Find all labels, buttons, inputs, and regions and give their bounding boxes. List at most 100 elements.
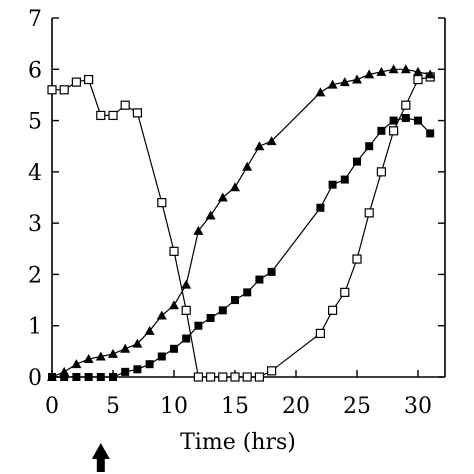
y-tick-label-2: 2 <box>28 263 42 288</box>
series-0-point-19 <box>328 305 338 315</box>
series-0-point-18 <box>315 328 325 339</box>
y-tick-label-0: 0 <box>28 366 42 391</box>
series-2-point-14 <box>218 306 227 315</box>
series-1-point-27 <box>413 66 423 76</box>
series-2-point-10 <box>170 344 178 353</box>
series-2-point-6 <box>121 367 130 376</box>
series-2-point-9 <box>157 352 166 361</box>
series-0-line <box>52 76 431 378</box>
series-1-point-26 <box>400 64 411 74</box>
series-2-point-16 <box>243 288 252 297</box>
series-1-point-24 <box>376 66 387 76</box>
series-1-point-6 <box>120 343 131 353</box>
series-1-point-25 <box>388 64 399 74</box>
series-0-point-9 <box>169 246 179 256</box>
series-2-point-4 <box>96 373 105 381</box>
series-1-point-22 <box>352 74 362 84</box>
series-2 <box>48 114 435 381</box>
series-0-point-25 <box>401 100 411 110</box>
series-1-point-9 <box>156 310 167 320</box>
series-2-point-17 <box>255 275 264 284</box>
series-2-point-13 <box>206 314 215 323</box>
annotation-layer <box>91 443 110 472</box>
series-2-point-27 <box>414 116 422 125</box>
series-2-point-11 <box>182 334 191 343</box>
series-1-point-15 <box>230 182 240 192</box>
series-0-point-0 <box>47 85 57 95</box>
x-tick-label-3: 15 <box>221 394 249 419</box>
y-tick-label-6: 6 <box>28 58 42 83</box>
series-1-point-8 <box>144 325 155 335</box>
series-1-point-13 <box>205 210 216 220</box>
series-2-point-19 <box>316 203 325 212</box>
series-1-point-4 <box>95 351 106 361</box>
series-0-point-3 <box>83 74 94 85</box>
series-1-point-5 <box>108 348 118 358</box>
series-1-point-3 <box>83 354 94 364</box>
x-axis-label: Time (hrs) <box>180 430 296 455</box>
x-tick-label-5: 25 <box>343 394 371 419</box>
series-0-point-17 <box>267 366 277 376</box>
y-tick-label-7: 7 <box>28 7 42 32</box>
series-0-point-20 <box>340 287 350 297</box>
series-2-point-26 <box>401 114 410 123</box>
series-2-point-1 <box>60 373 69 381</box>
series-0-point-2 <box>71 77 82 87</box>
series-0-point-8 <box>157 198 167 208</box>
series-1-point-14 <box>217 192 228 202</box>
series-2-point-2 <box>72 373 81 381</box>
series-0-point-16 <box>254 372 264 382</box>
series-0-point-4 <box>96 110 106 121</box>
series-1-point-10 <box>169 300 179 310</box>
series-0-point-10 <box>181 305 191 315</box>
x-tick-label-4: 20 <box>282 394 310 419</box>
y-tick-label-1: 1 <box>28 315 42 340</box>
series-1-point-28 <box>425 69 436 79</box>
series-0-point-21 <box>352 254 362 264</box>
series-1-point-2 <box>71 359 82 369</box>
series-0-point-6 <box>120 100 130 110</box>
series-1-point-7 <box>132 338 143 348</box>
series-2-point-24 <box>377 126 386 135</box>
series-1-point-12 <box>193 225 204 235</box>
series-0-point-1 <box>59 85 69 95</box>
series-2-point-18 <box>267 267 276 276</box>
series-0-point-23 <box>376 167 386 177</box>
series-1-point-11 <box>181 279 192 289</box>
series-2-point-12 <box>194 321 203 330</box>
series-1-point-21 <box>339 77 350 87</box>
x-tick-label-2: 10 <box>160 394 188 419</box>
series-2-point-23 <box>365 142 374 151</box>
series-0-point-22 <box>364 208 374 218</box>
series-2-point-5 <box>109 373 117 381</box>
series-1-point-23 <box>364 69 375 79</box>
series-0-point-11 <box>193 372 203 382</box>
series-0-point-14 <box>230 372 240 382</box>
series-0-point-5 <box>108 110 118 121</box>
series-1 <box>47 64 436 381</box>
series-0-point-26 <box>413 74 423 85</box>
series-2-point-21 <box>340 175 349 184</box>
series-2-point-28 <box>426 129 435 138</box>
series-0-point-15 <box>242 372 252 382</box>
arrow-annotation <box>91 443 110 472</box>
series-2-point-20 <box>328 180 337 189</box>
series-2-point-7 <box>133 365 142 374</box>
series-1-point-18 <box>266 136 277 146</box>
arrow-head <box>91 443 110 459</box>
series-2-point-0 <box>48 373 56 381</box>
series-2-point-15 <box>231 296 239 305</box>
axes <box>51 18 446 378</box>
series-0 <box>47 72 435 382</box>
series-0-point-7 <box>132 108 142 118</box>
series-2-point-3 <box>84 373 93 381</box>
series-0-point-12 <box>206 372 216 382</box>
arrow-shaft <box>96 458 105 472</box>
series-2-point-8 <box>145 360 154 369</box>
series-1-point-16 <box>242 161 253 171</box>
series-2-point-22 <box>353 157 361 166</box>
x-tick-label-6: 30 <box>404 394 432 419</box>
series-1-point-20 <box>327 79 338 89</box>
series-0-point-24 <box>389 126 399 136</box>
